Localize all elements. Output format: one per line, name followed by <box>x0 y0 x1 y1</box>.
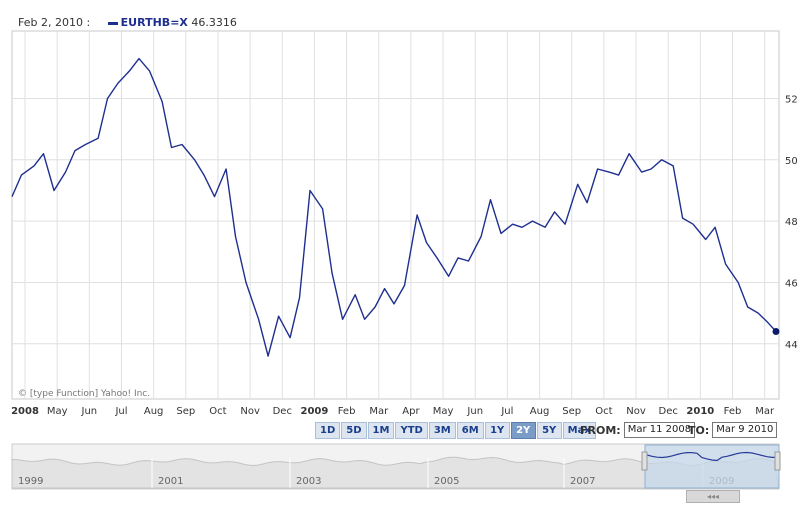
y-tick-label: 44 <box>785 340 798 351</box>
plot-frame <box>11 30 780 400</box>
range-button-ytd[interactable]: YTD <box>395 422 428 439</box>
series-line <box>11 57 777 357</box>
navigator-layer: 199920012003200520072009 <box>11 444 781 489</box>
x-tick-label: Sep <box>176 406 195 417</box>
x-tick-label: Jul <box>114 406 127 417</box>
top-legend: Feb 2, 2010 : EURTHB=X 46.3316 <box>18 16 237 29</box>
range-button-1d[interactable]: 1D <box>315 422 341 439</box>
x-tick-label: Nov <box>240 406 260 417</box>
x-tick-label: Mar <box>755 406 775 417</box>
range-button-max[interactable]: Max <box>562 422 596 439</box>
from-date-group: FROM: Mar 11 2008 <box>580 422 696 438</box>
range-button-bar: 1D 5D 1M YTD 3M 6M 1Y 2Y 5Y Max <box>315 422 596 439</box>
x-tick-label: Dec <box>659 406 678 417</box>
navigator-year-label: 2005 <box>434 476 459 487</box>
y-tick-label: 48 <box>785 217 798 228</box>
range-button-5d[interactable]: 5D <box>341 422 367 439</box>
navigator-year-label: 2003 <box>296 476 321 487</box>
y-tick-label: 52 <box>785 94 798 105</box>
y-tick-label: 50 <box>785 156 798 167</box>
x-tick-label: Jun <box>81 406 98 417</box>
x-tick-label: 2010 <box>686 406 714 417</box>
line-layer <box>11 57 780 357</box>
copyright-text: © [type Function] Yahoo! Inc. <box>18 389 151 399</box>
range-button-5y[interactable]: 5Y <box>536 422 562 439</box>
legend-series-value: 46.3316 <box>191 16 237 29</box>
range-button-1m[interactable]: 1M <box>367 422 395 439</box>
x-tick-label: Mar <box>369 406 389 417</box>
grid-layer <box>12 31 779 399</box>
x-tick-layer: 2008 May Jun Jul Aug Sep Oct Nov Dec 2009 Feb Mar Ap… <box>11 406 775 417</box>
x-tick-label: Jun <box>466 406 483 417</box>
range-button-2y[interactable]: 2Y <box>510 422 536 439</box>
x-tick-label: Dec <box>273 406 292 417</box>
x-tick-label: Oct <box>595 406 612 417</box>
last-value-marker <box>772 328 780 336</box>
legend-date: Feb 2, 2010 : <box>18 16 91 29</box>
x-tick-label: Apr <box>402 406 420 417</box>
navigator-year-label: 2007 <box>570 476 595 487</box>
x-tick-label: Feb <box>724 406 742 417</box>
navigator-year-label: 1999 <box>18 476 43 487</box>
y-tick-layer: 44 46 48 50 52 <box>785 94 798 350</box>
navigator-window[interactable] <box>644 444 780 489</box>
x-tick-label: May <box>47 406 68 417</box>
x-tick-label: Aug <box>530 406 550 417</box>
from-date-input[interactable]: Mar 11 2008 <box>623 422 696 438</box>
range-button-1y[interactable]: 1Y <box>484 422 510 439</box>
to-date-input[interactable]: Mar 9 2010 <box>712 422 778 438</box>
navigator-scroll-handle[interactable]: ◂◂◂ <box>686 490 740 503</box>
x-tick-label: 2009 <box>301 406 329 417</box>
x-tick-label: Feb <box>338 406 356 417</box>
from-label: FROM: <box>580 423 621 437</box>
x-tick-label: Jul <box>500 406 513 417</box>
range-button-6m[interactable]: 6M <box>456 422 484 439</box>
legend-series-symbol: EURTHB=X <box>120 16 188 29</box>
legend-swatch <box>107 21 118 25</box>
to-label: TO: <box>688 423 710 437</box>
x-tick-label: Aug <box>144 406 164 417</box>
x-tick-label: Nov <box>626 406 646 417</box>
navigator-right-handle[interactable] <box>774 451 781 471</box>
x-tick-label: Sep <box>562 406 581 417</box>
navigator-left-handle[interactable] <box>641 451 648 471</box>
range-button-3m[interactable]: 3M <box>428 422 456 439</box>
x-tick-label: Oct <box>209 406 226 417</box>
navigator-window-line <box>646 451 777 462</box>
y-tick-label: 46 <box>785 278 798 289</box>
x-tick-label: May <box>433 406 454 417</box>
to-date-group: TO: Mar 9 2010 <box>688 422 778 438</box>
x-tick-label: 2008 <box>11 406 39 417</box>
navigator-year-label: 2001 <box>158 476 183 487</box>
